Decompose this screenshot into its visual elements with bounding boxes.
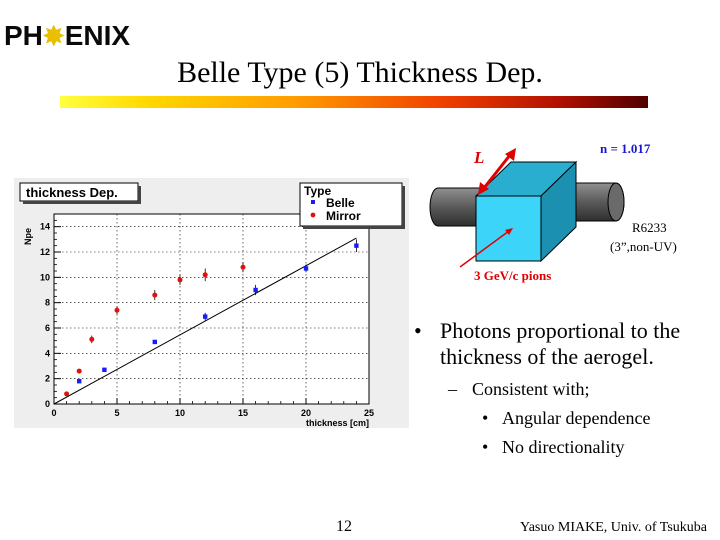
legend-mirror-marker [310, 212, 316, 218]
mirror-point [114, 307, 120, 313]
mirror-point [76, 368, 82, 374]
footer-author: Yasuo MIAKE, Univ. of Tsukuba [520, 520, 707, 535]
page-number: 12 [336, 518, 352, 535]
mirror-point [177, 277, 183, 283]
bullet-marker: • [414, 318, 422, 343]
sun-star-icon: ✸ [42, 21, 65, 51]
pmt-spec-label: (3”,non-UV) [610, 239, 677, 254]
bullet-text: Photons proportional to the thickness of… [440, 318, 681, 369]
slide-title: Belle Type (5) Thickness Dep. [177, 56, 543, 89]
y-tick-label: 12 [40, 247, 50, 257]
axis-ticks: 0 5 10 15 20 25 0 2 4 6 8 10 12 14 [40, 213, 374, 418]
x-tick-label: 0 [51, 408, 56, 418]
bullet-marker: • [482, 437, 489, 457]
belle-point [152, 339, 157, 345]
phenix-logo: PH✸ENIX [4, 20, 130, 52]
legend-shadow-bottom [303, 226, 405, 229]
mirror-point [89, 336, 95, 342]
mirror-point [240, 264, 246, 270]
bullet-item: • No directionality [410, 436, 715, 458]
beam-label: 3 GeV/c pions [474, 268, 551, 283]
right-pmt-face [607, 182, 625, 222]
bullet-marker: • [482, 408, 489, 428]
mirror-point [152, 292, 158, 298]
legend-box [299, 182, 403, 227]
chart-title-shadow-bottom [23, 201, 141, 204]
belle-point [253, 287, 258, 293]
x-tick-label: 15 [238, 408, 248, 418]
x-tick-label: 5 [114, 408, 119, 418]
x-tick-label: 20 [301, 408, 311, 418]
length-arrow-head-start [478, 182, 489, 195]
y-tick-label: 0 [45, 399, 50, 409]
belle-point [102, 367, 107, 372]
data-points [64, 239, 359, 397]
legend-belle-marker [311, 200, 315, 204]
belle-point [203, 314, 208, 319]
plot-area [53, 213, 370, 405]
left-pmt-cylinder [429, 187, 483, 227]
bullet-marker: – [448, 379, 457, 399]
legend-belle-label: Belle [326, 196, 355, 210]
y-tick-label: 4 [45, 348, 50, 358]
bullet-text: No directionality [502, 437, 625, 457]
legend-mirror-label: Mirror [326, 209, 361, 223]
bullet-item: – Consistent with; [410, 378, 715, 400]
aerogel-setup-diagram: L 3 GeV/c pions n = 1.017 R6233 (3”,non-… [429, 141, 677, 283]
length-label: L [473, 148, 484, 167]
bullet-text: Consistent with; [472, 379, 590, 399]
legend-shadow-right [402, 186, 405, 229]
pmt-model-label: R6233 [632, 220, 667, 235]
chart-title-shadow [138, 186, 141, 204]
bullet-list: • Photons proportional to the thickness o… [410, 318, 715, 458]
refractive-index-label: n = 1.017 [600, 141, 651, 156]
x-tick-label: 10 [175, 408, 185, 418]
length-arrow-head-end [505, 148, 516, 161]
x-tick-label: 25 [364, 408, 374, 418]
beam-arrow-line [459, 230, 510, 268]
x-axis-label: thickness [cm] [306, 418, 369, 428]
y-axis-label: Npe [23, 228, 33, 245]
length-arrow-line [482, 154, 512, 189]
bullet-item: • Angular dependence [410, 407, 715, 429]
bullet-item: • Photons proportional to the thickness o… [410, 318, 715, 370]
title-gradient-bar [60, 96, 648, 108]
belle-point [77, 379, 82, 384]
logo-text-start: PH [4, 20, 43, 51]
cube-front-face [475, 195, 542, 262]
mirror-point [64, 391, 70, 397]
chart-title: thickness Dep. [26, 185, 118, 200]
y-tick-label: 2 [45, 374, 50, 384]
belle-point [303, 266, 309, 271]
logo-text-end: ENIX [64, 20, 131, 51]
grid-lines [54, 214, 369, 404]
thickness-chart: thickness Dep. 0 5 10 15 20 25 0 2 4 6 8 10 12 14 Npe… [19, 182, 405, 428]
bullet-text: Angular dependence [502, 408, 651, 428]
y-tick-label: 10 [40, 272, 50, 282]
y-tick-label: 14 [40, 222, 50, 232]
y-tick-label: 6 [45, 323, 50, 333]
mirror-point [202, 272, 208, 278]
beam-arrow-head [505, 228, 513, 235]
belle-point [354, 243, 359, 248]
y-tick-label: 8 [45, 298, 50, 308]
legend-title: Type [304, 184, 331, 198]
